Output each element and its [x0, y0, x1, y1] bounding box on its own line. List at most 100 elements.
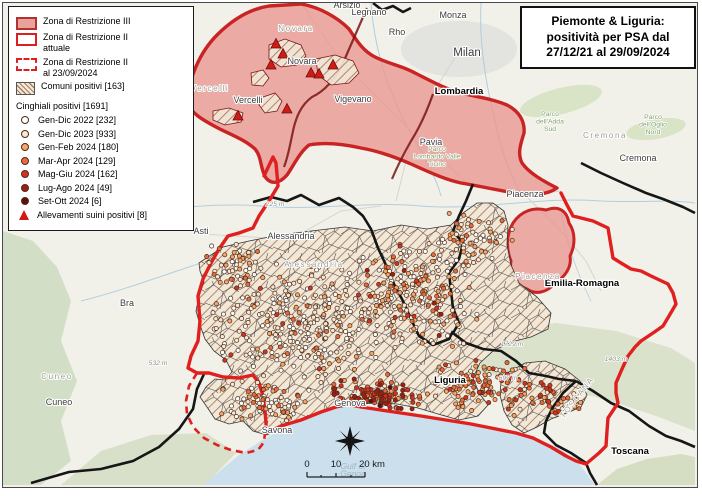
- boar-case-dot: [246, 260, 252, 266]
- pig-farm-marker: [277, 47, 289, 59]
- boar-case-dot: [323, 321, 329, 327]
- boar-case-dot: [401, 281, 407, 287]
- boar-case-dot: [470, 229, 476, 235]
- comuni-positivi-north: [212, 38, 360, 126]
- boar-case-dot: [287, 281, 292, 287]
- boar-case-dot: [242, 323, 248, 329]
- boar-case-dot: [326, 296, 332, 302]
- boar-case-dot: [221, 343, 227, 349]
- boar-case-dot: [256, 400, 262, 406]
- boar-case-dot: [213, 325, 219, 331]
- boar-case-dot: [455, 322, 461, 328]
- boar-case-dot: [461, 249, 467, 255]
- boar-case-dot: [322, 302, 328, 308]
- legend-boar-items: Gen-Dic 2022 [232] Gen-Dic 2023 [933] Gen-…: [16, 115, 188, 207]
- boar-case-dot: [411, 291, 417, 297]
- boar-case-dot: [238, 368, 244, 374]
- boar-case-dot: [302, 295, 308, 301]
- scale-label-20km: 20 km: [359, 459, 385, 470]
- boar-case-dot: [561, 396, 566, 402]
- boar-case-dot: [347, 323, 353, 329]
- legend-item-label: Allevamenti suini positivi [8]: [37, 209, 148, 220]
- boar-case-dot: [374, 389, 379, 395]
- boar-case-dot: [463, 383, 469, 389]
- boar-case-dot: [245, 281, 251, 287]
- boar-case-dot: [210, 310, 216, 316]
- map-label-province: Piacenza: [515, 272, 561, 281]
- boar-case-dot: [280, 409, 286, 415]
- boar-case-dot: [511, 413, 517, 418]
- boar-case-dot: [308, 264, 314, 270]
- boar-case-dot: [359, 310, 364, 316]
- legend-item: Zona di Restrizione II attuale: [16, 32, 188, 54]
- boar-case-dot: [301, 336, 307, 342]
- boar-case-dot: [490, 366, 496, 372]
- boar-case-dot: [448, 262, 454, 268]
- boar-case-dot: [365, 272, 371, 278]
- boar-case-dot: [236, 253, 242, 259]
- boar-case-dot: [229, 268, 235, 274]
- boar-case-dot: [475, 398, 481, 404]
- boar-case-dot: [360, 391, 366, 397]
- boar-case-dot: [476, 218, 482, 224]
- boar-case-dot: [509, 226, 515, 232]
- positive-pig-farms-layer: [232, 37, 339, 121]
- boar-case-dot: [224, 279, 229, 285]
- boar-case-dot: [345, 351, 351, 356]
- title-line: Piemonte & Liguria:: [551, 14, 665, 28]
- boar-case-dot: [546, 398, 552, 404]
- boar-case-dot: [572, 404, 578, 410]
- boar-case-dot: [473, 232, 479, 238]
- boar-case-dot: [249, 385, 255, 391]
- boar-case-dot: [470, 392, 476, 398]
- legend-item-label: Zona di Restrizione II al 23/09/2024: [43, 56, 129, 78]
- boar-case-dot: [266, 331, 272, 336]
- boar-case-dot: [398, 251, 404, 256]
- boar-case-dot: [376, 281, 382, 287]
- boar-case-dot: [341, 313, 347, 319]
- boar-case-dot: [276, 300, 282, 306]
- boar-case-dot: [295, 292, 300, 298]
- boar-class-dot-icon: [21, 143, 29, 151]
- boar-case-dot: [440, 236, 446, 242]
- boar-case-dot: [218, 317, 224, 323]
- boar-case-dot: [452, 390, 458, 396]
- boar-case-dot: [370, 260, 376, 266]
- boar-case-dot: [522, 386, 527, 392]
- boar-case-dot: [282, 343, 288, 349]
- boar-case-dot: [415, 401, 421, 407]
- map-label-citie: Monza: [439, 10, 466, 20]
- boar-case-dot: [374, 322, 380, 328]
- map-label-citie: Alessandria: [267, 231, 314, 241]
- boar-case-dot: [220, 386, 226, 392]
- boar-case-dot: [219, 334, 225, 340]
- boar-case-dot: [418, 271, 424, 276]
- boar-case-dot: [307, 285, 313, 291]
- map-label-citie: Milan: [453, 47, 480, 59]
- boar-case-dot: [223, 262, 229, 268]
- boar-case-dot: [492, 397, 498, 403]
- boar-case-dot: [219, 411, 225, 417]
- boar-case-dot: [290, 325, 296, 331]
- boar-case-dot: [436, 364, 442, 370]
- boar-case-dot: [213, 316, 219, 322]
- boar-case-dot: [461, 377, 467, 383]
- map-label-citie: Vercelli: [233, 95, 262, 105]
- boar-case-dot: [486, 220, 492, 226]
- zone2-boundary: [186, 155, 678, 466]
- boar-case-dot: [426, 278, 431, 284]
- boar-case-dot: [243, 352, 249, 358]
- boar-case-dot: [229, 259, 235, 265]
- boar-case-dot: [243, 267, 249, 273]
- boar-case-dot: [264, 319, 270, 325]
- boar-case-dot: [481, 364, 487, 370]
- pig-farm-marker: [305, 66, 317, 78]
- boar-case-dot: [390, 254, 396, 260]
- boar-case-dot: [552, 410, 558, 416]
- boar-case-dot: [293, 304, 299, 310]
- boar-case-dot: [456, 379, 462, 385]
- boar-case-dot: [217, 279, 223, 285]
- boar-case-dot: [417, 393, 422, 399]
- boar-case-dot: [440, 297, 445, 303]
- boar-case-dot: [228, 352, 234, 358]
